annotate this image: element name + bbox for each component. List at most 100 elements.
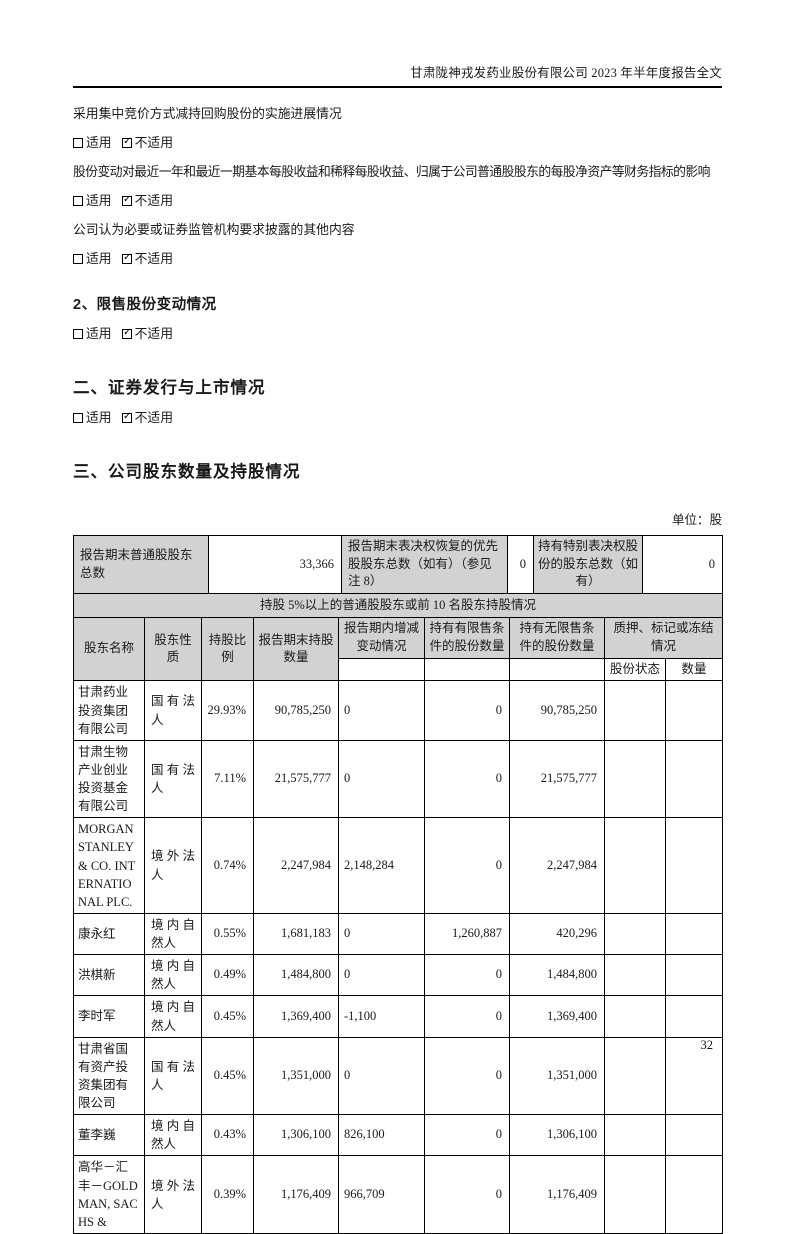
period-change: 0 xyxy=(338,680,425,741)
applicable-label: 适用 xyxy=(86,251,112,266)
header-row-1: 股东名称 股东性质 持股比例 报告期末持股数量 报告期内增减变动情况 持有有限售… xyxy=(73,617,723,682)
paragraph-other-disclosure: 公司认为必要或证券监管机构要求披露的其他内容 xyxy=(73,222,355,237)
col-header-pledge-quantity: 数量 xyxy=(665,657,723,682)
checkbox-checked-icon xyxy=(121,252,132,264)
applicability-line: 适用 不适用 xyxy=(73,252,722,268)
shareholder-nature: 境外法人 xyxy=(144,1155,202,1234)
unrestricted-shares: 1,176,409 xyxy=(509,1155,605,1234)
shareholder-nature: 境内自然人 xyxy=(144,995,202,1038)
applicability-line: 适用 不适用 xyxy=(73,327,722,343)
shareholder-row: 洪棋新 境内自然人 0.49% 1,484,800 0 0 1,484,800 xyxy=(73,954,723,997)
pledge-quantity xyxy=(665,680,723,741)
shareholder-nature: 国有法人 xyxy=(144,739,202,819)
unrestricted-shares: 21,575,777 xyxy=(509,739,605,819)
shareholder-name: 甘肃生物产业创业投资基金有限公司 xyxy=(73,739,145,819)
col-header-restricted-shares: 持有有限售条件的股份数量 xyxy=(424,617,510,659)
pledge-status xyxy=(604,995,666,1038)
shareholder-name: MORGAN STANLEY & CO. INTERNATIONAL PLC. xyxy=(73,817,145,914)
checkbox-unchecked-icon xyxy=(73,253,83,264)
period-change: 826,100 xyxy=(338,1114,425,1157)
period-change: 0 xyxy=(338,1036,425,1116)
restricted-shares: 0 xyxy=(424,995,510,1038)
applicability-line: 适用 不适用 xyxy=(73,136,722,152)
page-number: 32 xyxy=(700,1038,714,1052)
checkbox-checked-icon xyxy=(121,411,132,423)
shareholder-table: 持股 5%以上的普通股股东或前 10 名股东持股情况 股东名称 股东性质 持股比… xyxy=(73,593,723,1234)
holding-ratio: 0.74% xyxy=(201,817,254,914)
shareholder-name: 甘肃药业投资集团有限公司 xyxy=(73,680,145,741)
preferred-shareholders-label: 报告期末表决权恢复的优先股股东总数（如有）（参见注 8） xyxy=(341,534,508,595)
heading-securities-issuance: 二、证券发行与上市情况 xyxy=(73,378,266,397)
period-change: 0 xyxy=(338,912,425,956)
period-change: 2,148,284 xyxy=(338,817,425,914)
unrestricted-shares: 1,351,000 xyxy=(509,1036,605,1116)
restricted-shares: 0 xyxy=(424,1036,510,1116)
restricted-shares: 0 xyxy=(424,680,510,741)
shares-at-end: 1,681,183 xyxy=(253,912,339,956)
not-applicable-label: 不适用 xyxy=(134,326,173,341)
applicability-line: 适用 不适用 xyxy=(73,194,722,210)
checkbox-unchecked-icon xyxy=(73,137,83,148)
checkbox-unchecked-icon xyxy=(73,328,83,339)
holding-ratio: 7.11% xyxy=(201,739,254,819)
shareholder-name: 董李巍 xyxy=(73,1114,145,1157)
document-body: 采用集中竞价方式减持回购股份的实施进展情况 适用不适用 股份变动对最近一年和最近… xyxy=(73,88,723,1234)
pledge-quantity xyxy=(665,1036,723,1116)
col-header-unrestricted-shares: 持有无限售条件的股份数量 xyxy=(509,617,605,659)
not-applicable-label: 不适用 xyxy=(134,410,173,425)
col-header-shares-at-end: 报告期末持股数量 xyxy=(253,617,339,682)
pledge-status xyxy=(604,954,666,997)
shareholder-row: 甘肃药业投资集团有限公司 国有法人 29.93% 90,785,250 0 0 … xyxy=(73,680,723,741)
restricted-shares: 0 xyxy=(424,1114,510,1157)
unrestricted-shares: 1,306,100 xyxy=(509,1114,605,1157)
applicable-label: 适用 xyxy=(86,135,112,150)
not-applicable-label: 不适用 xyxy=(134,193,173,208)
report-page: 甘肃陇神戎发药业股份有限公司 2023 年半年度报告全文 采用集中竞价方式减持回… xyxy=(0,0,793,1122)
empty-header-cell xyxy=(509,657,605,682)
checkbox-checked-icon xyxy=(121,136,132,148)
restricted-shares: 0 xyxy=(424,817,510,914)
not-applicable-label: 不适用 xyxy=(134,135,173,150)
empty-header-cell xyxy=(424,657,510,682)
unrestricted-shares: 1,369,400 xyxy=(509,995,605,1038)
pledge-quantity xyxy=(665,912,723,956)
paragraph-repurchase-progress: 采用集中竞价方式减持回购股份的实施进展情况 xyxy=(73,107,342,121)
col-header-shareholder-nature: 股东性质 xyxy=(144,617,202,682)
period-change: 0 xyxy=(338,739,425,819)
pledge-quantity xyxy=(665,1114,723,1157)
shareholder-row: 高华－汇丰－GOLDMAN, SACHS & 境外法人 0.39% 1,176,… xyxy=(73,1155,723,1234)
checkbox-checked-icon xyxy=(121,327,132,339)
pledge-status xyxy=(604,912,666,956)
shares-at-end: 1,351,000 xyxy=(253,1036,339,1116)
top-shareholders-subtitle: 持股 5%以上的普通股股东或前 10 名股东持股情况 xyxy=(73,593,723,619)
restricted-shares: 1,260,887 xyxy=(424,912,510,956)
applicable-label: 适用 xyxy=(86,326,112,341)
not-applicable-label: 不适用 xyxy=(134,251,173,266)
period-change: 0 xyxy=(338,954,425,997)
applicability-line: 适用 不适用 xyxy=(73,411,722,427)
pledge-quantity xyxy=(665,954,723,997)
common-shareholders-value: 33,366 xyxy=(208,534,342,595)
shareholder-row: 李时军 境内自然人 0.45% 1,369,400 -1,100 0 1,369… xyxy=(73,995,723,1038)
col-header-share-status: 股份状态 xyxy=(604,657,666,682)
pledge-status xyxy=(604,680,666,741)
period-change: 966,709 xyxy=(338,1155,425,1234)
shares-at-end: 1,369,400 xyxy=(253,995,339,1038)
shareholder-nature: 境内自然人 xyxy=(144,912,202,956)
holding-ratio: 29.93% xyxy=(201,680,254,741)
unrestricted-shares: 90,785,250 xyxy=(509,680,605,741)
pledge-status xyxy=(604,739,666,819)
summary-row: 报告期末普通股股东总数 33,366 报告期末表决权恢复的优先股股东总数（如有）… xyxy=(73,534,723,595)
empty-header-cell xyxy=(338,657,425,682)
applicable-label: 适用 xyxy=(86,193,112,208)
shareholder-row: 甘肃省国有资产投资集团有限公司 国有法人 0.45% 1,351,000 0 0… xyxy=(73,1036,723,1116)
shares-at-end: 1,176,409 xyxy=(253,1155,339,1234)
shareholder-row: MORGAN STANLEY & CO. INTERNATIONAL PLC. … xyxy=(73,817,723,914)
shares-at-end: 90,785,250 xyxy=(253,680,339,741)
document-title: 甘肃陇神戎发药业股份有限公司 2023 年半年度报告全文 xyxy=(410,66,722,80)
table-subtitle-row: 持股 5%以上的普通股股东或前 10 名股东持股情况 xyxy=(73,593,723,619)
document-header: 甘肃陇神戎发药业股份有限公司 2023 年半年度报告全文 xyxy=(73,0,722,88)
col-header-holding-ratio: 持股比例 xyxy=(201,617,254,682)
shareholder-name: 康永红 xyxy=(73,912,145,956)
restricted-shares: 0 xyxy=(424,954,510,997)
